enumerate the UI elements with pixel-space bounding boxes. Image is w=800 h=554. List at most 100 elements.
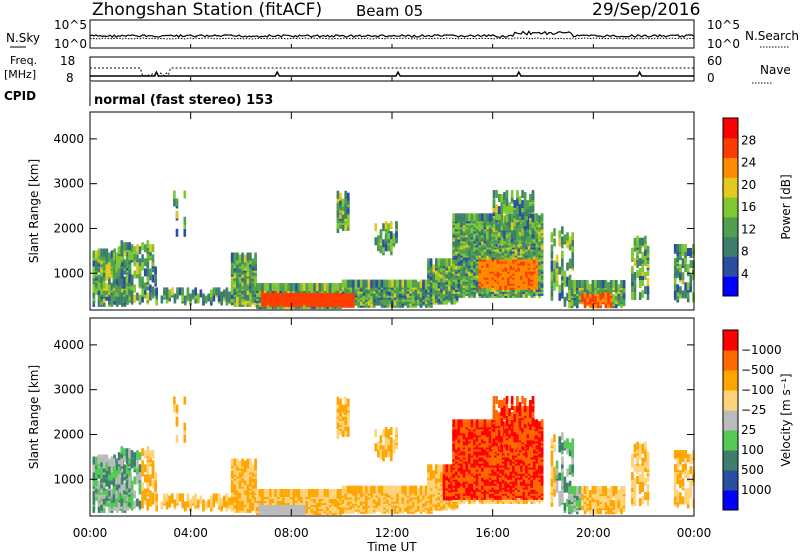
heatmap-cell bbox=[128, 274, 131, 283]
heatmap-cell bbox=[186, 291, 190, 300]
heatmap-cell bbox=[384, 233, 388, 242]
heatmap-cell bbox=[149, 474, 152, 483]
heatmap-cell bbox=[141, 276, 144, 285]
heatmap-cell bbox=[123, 482, 126, 491]
cpid-label: CPID bbox=[4, 89, 36, 103]
heatmap-cell bbox=[141, 494, 144, 503]
heatmap-cell bbox=[457, 271, 461, 280]
heatmap-cell bbox=[225, 293, 229, 302]
heatmap-cell bbox=[504, 273, 507, 282]
heatmap-cell bbox=[478, 273, 481, 282]
heatmap-cell bbox=[138, 246, 142, 255]
heatmap-cell bbox=[385, 279, 389, 288]
heatmap-cell bbox=[105, 282, 109, 291]
heatmap-cell bbox=[437, 264, 441, 273]
noise-left-tick-top: 10^5 bbox=[54, 18, 87, 32]
heatmap-cell bbox=[220, 503, 223, 512]
heatmap-cell bbox=[478, 221, 481, 230]
heatmap-cell bbox=[673, 290, 677, 299]
heatmap-cell bbox=[138, 266, 142, 275]
heatmap-cell bbox=[500, 218, 504, 227]
heatmap-cell bbox=[641, 290, 645, 299]
heatmap-cell bbox=[292, 489, 296, 497]
heatmap-cell bbox=[254, 274, 257, 283]
heatmap-cell bbox=[437, 470, 441, 479]
heatmap-cell bbox=[513, 208, 517, 217]
heatmap-cell bbox=[138, 500, 142, 509]
heatmap-cell bbox=[505, 236, 509, 245]
heatmap-cell bbox=[390, 427, 393, 436]
heatmap-cell bbox=[513, 218, 517, 227]
heatmap-cell bbox=[468, 233, 471, 242]
heatmap-cell bbox=[520, 271, 523, 280]
heatmap-cell bbox=[531, 204, 535, 213]
heatmap-cell bbox=[326, 489, 329, 497]
heatmap-cell bbox=[500, 194, 504, 202]
heatmap-cell bbox=[531, 226, 535, 235]
heatmap-cell bbox=[295, 283, 298, 291]
heatmap-cell bbox=[136, 292, 139, 301]
heatmap-cell bbox=[212, 499, 216, 508]
heatmap-cell bbox=[558, 266, 561, 275]
heatmap-cell bbox=[686, 282, 690, 291]
heatmap-cell bbox=[406, 495, 410, 504]
heatmap-cell bbox=[395, 221, 398, 230]
heatmap-cell bbox=[141, 500, 144, 509]
heatmap-cell bbox=[568, 236, 572, 245]
heatmap-cell bbox=[274, 283, 277, 291]
heatmap-cell bbox=[120, 458, 124, 467]
heatmap-cell bbox=[452, 419, 455, 428]
heatmap-cell bbox=[422, 279, 425, 288]
heatmap-cell bbox=[92, 456, 96, 465]
heatmap-cell bbox=[328, 489, 332, 497]
heatmap-cell bbox=[102, 272, 106, 281]
heatmap-cell bbox=[689, 248, 693, 256]
heatmap-cell bbox=[123, 248, 127, 257]
heatmap-cell bbox=[518, 236, 522, 245]
heatmap-cell bbox=[97, 286, 101, 295]
heatmap-cell bbox=[684, 288, 687, 297]
heatmap-cell bbox=[374, 223, 377, 232]
heatmap-cell bbox=[115, 470, 118, 479]
heatmap-cell bbox=[175, 228, 179, 237]
heatmap-cell bbox=[217, 287, 221, 296]
heatmap-cell bbox=[633, 237, 637, 246]
heatmap-cell bbox=[384, 243, 388, 252]
heatmap-cell bbox=[151, 286, 155, 295]
heatmap-cell bbox=[117, 480, 121, 489]
heatmap-cell bbox=[401, 279, 405, 288]
heatmap-cell bbox=[128, 468, 131, 477]
heatmap-cell bbox=[238, 254, 242, 263]
heatmap-cell bbox=[128, 262, 131, 271]
heatmap-cell bbox=[686, 264, 690, 273]
heatmap-cell bbox=[602, 294, 605, 303]
heatmap-cell bbox=[120, 248, 124, 257]
heatmap-cell bbox=[274, 501, 277, 510]
heatmap-cell bbox=[591, 284, 595, 293]
heatmap-cell bbox=[497, 206, 501, 215]
heatmap-cell bbox=[510, 190, 514, 198]
heatmap-cell bbox=[143, 258, 147, 267]
heatmap-cell bbox=[406, 279, 410, 288]
heatmap-cell bbox=[92, 284, 96, 293]
heatmap-cell bbox=[531, 212, 535, 221]
heatmap-cell bbox=[323, 489, 327, 497]
heatmap-cell bbox=[465, 247, 468, 256]
heatmap-cell bbox=[108, 466, 111, 475]
heatmap-cell bbox=[540, 213, 544, 222]
heatmap-cell bbox=[151, 274, 155, 283]
heatmap-cell bbox=[120, 446, 124, 455]
heatmap-cell bbox=[483, 283, 487, 292]
heatmap-cell bbox=[513, 222, 517, 231]
heatmap-cell bbox=[136, 460, 139, 469]
heatmap-cell bbox=[518, 224, 522, 233]
date-label: 29/Sep/2016 bbox=[592, 0, 701, 20]
heatmap-cell bbox=[246, 286, 250, 295]
heatmap-cell bbox=[143, 474, 147, 483]
heatmap-cell bbox=[136, 266, 139, 275]
heatmap-cell bbox=[367, 279, 371, 288]
heatmap-cell bbox=[620, 280, 623, 288]
heatmap-cell bbox=[492, 190, 496, 198]
heatmap-cell bbox=[615, 280, 618, 288]
